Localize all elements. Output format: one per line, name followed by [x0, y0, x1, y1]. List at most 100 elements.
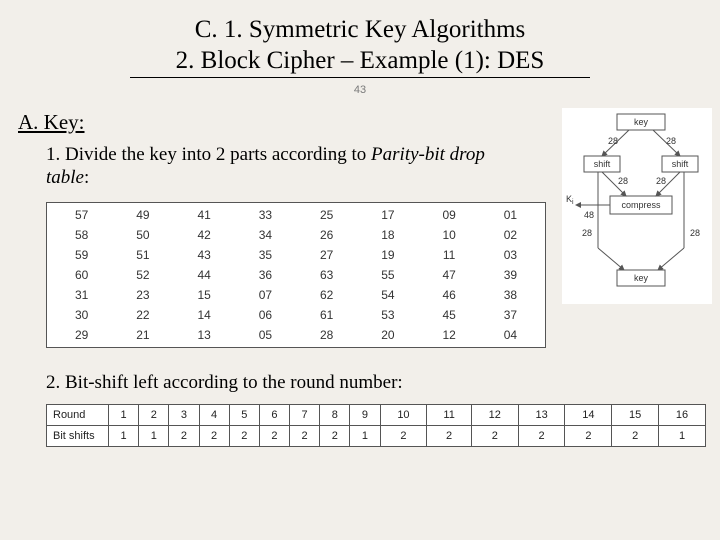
table-row: 3022140661534537 [51, 305, 541, 325]
table-cell: 02 [480, 225, 541, 245]
table-cell: 39 [480, 265, 541, 285]
table-cell: 2 [199, 426, 229, 447]
diagram-label-28-br: 28 [690, 228, 700, 238]
table-cell: 9 [350, 405, 380, 426]
row-header: Round [47, 405, 109, 426]
step-2-text: 2. Bit-shift left according to the round… [46, 372, 702, 394]
table-cell: 2 [518, 426, 565, 447]
table-cell: 18 [357, 225, 418, 245]
table-cell: 06 [235, 305, 296, 325]
title-underline [130, 77, 590, 78]
step-1-pre: 1. Divide the key into 2 parts according… [46, 144, 371, 165]
table-cell: 3 [169, 405, 199, 426]
table-cell: 2 [139, 405, 169, 426]
table-cell: 57 [51, 205, 112, 225]
table-cell: 21 [112, 325, 173, 345]
slide-number: 43 [18, 84, 702, 96]
diagram-label-28-r: 28 [666, 136, 676, 146]
table-cell: 43 [174, 245, 235, 265]
table-cell: 49 [112, 205, 173, 225]
step-1-post: : [84, 167, 89, 188]
bit-shift-table: Round12345678910111213141516Bit shifts11… [46, 404, 706, 447]
table-cell: 55 [357, 265, 418, 285]
table-row: 5951433527191103 [51, 245, 541, 265]
title-line-2: 2. Block Cipher – Example (1): DES [18, 45, 702, 76]
table-row: 5850423426181002 [51, 225, 541, 245]
table-cell: 4 [199, 405, 229, 426]
table-cell: 01 [480, 205, 541, 225]
table-cell: 03 [480, 245, 541, 265]
table-cell: 38 [480, 285, 541, 305]
table-cell: 34 [235, 225, 296, 245]
table-cell: 1 [139, 426, 169, 447]
table-cell: 36 [235, 265, 296, 285]
diagram-label-compress: compress [621, 200, 661, 210]
table-cell: 2 [427, 426, 472, 447]
diagram-label-28-ml: 28 [618, 176, 628, 186]
table-cell: 16 [659, 405, 706, 426]
table-cell: 15 [612, 405, 659, 426]
row-header: Bit shifts [47, 426, 109, 447]
table-cell: 30 [51, 305, 112, 325]
table-cell: 22 [112, 305, 173, 325]
table-cell: 10 [380, 405, 427, 426]
table-cell: 2 [471, 426, 518, 447]
table-cell: 11 [427, 405, 472, 426]
table-cell: 2 [565, 426, 612, 447]
table-cell: 53 [357, 305, 418, 325]
table-cell: 50 [112, 225, 173, 245]
diagram-label-shift-r: shift [672, 159, 689, 169]
table-row: Round12345678910111213141516 [47, 405, 706, 426]
table-cell: 62 [296, 285, 357, 305]
table-row: 2921130528201204 [51, 325, 541, 345]
table-cell: 1 [350, 426, 380, 447]
diagram-label-28-l: 28 [608, 136, 618, 146]
table-cell: 51 [112, 245, 173, 265]
table-cell: 31 [51, 285, 112, 305]
table-row: 3123150762544638 [51, 285, 541, 305]
table-cell: 12 [419, 325, 480, 345]
table-cell: 2 [380, 426, 427, 447]
table-cell: 5 [229, 405, 259, 426]
diagram-label-48: 48 [584, 210, 594, 220]
table-row: 6052443663554739 [51, 265, 541, 285]
table-cell: 47 [419, 265, 480, 285]
table-cell: 60 [51, 265, 112, 285]
table-cell: 33 [235, 205, 296, 225]
table-cell: 52 [112, 265, 173, 285]
table-cell: 05 [235, 325, 296, 345]
table-cell: 11 [419, 245, 480, 265]
table-cell: 14 [565, 405, 612, 426]
table-cell: 19 [357, 245, 418, 265]
table-cell: 1 [109, 405, 139, 426]
table-cell: 1 [109, 426, 139, 447]
table-cell: 1 [659, 426, 706, 447]
table-cell: 2 [612, 426, 659, 447]
table-cell: 59 [51, 245, 112, 265]
table-cell: 27 [296, 245, 357, 265]
table-cell: 2 [320, 426, 350, 447]
title-line-1: C. 1. Symmetric Key Algorithms [18, 14, 702, 45]
table-cell: 07 [235, 285, 296, 305]
table-cell: 28 [296, 325, 357, 345]
table-cell: 58 [51, 225, 112, 245]
table-cell: 15 [174, 285, 235, 305]
table-cell: 25 [296, 205, 357, 225]
table-cell: 37 [480, 305, 541, 325]
table-cell: 7 [290, 405, 320, 426]
table-cell: 44 [174, 265, 235, 285]
parity-bit-drop-table: 5749413325170901585042342618100259514335… [46, 202, 546, 348]
table-cell: 13 [174, 325, 235, 345]
table-cell: 6 [259, 405, 289, 426]
diagram-label-ki: Ki [566, 194, 574, 206]
table-cell: 13 [518, 405, 565, 426]
table-cell: 04 [480, 325, 541, 345]
table-cell: 2 [259, 426, 289, 447]
table-cell: 14 [174, 305, 235, 325]
table-cell: 17 [357, 205, 418, 225]
diagram-label-28-bl: 28 [582, 228, 592, 238]
table-cell: 09 [419, 205, 480, 225]
slide-title: C. 1. Symmetric Key Algorithms 2. Block … [18, 14, 702, 78]
table-cell: 23 [112, 285, 173, 305]
table-cell: 45 [419, 305, 480, 325]
